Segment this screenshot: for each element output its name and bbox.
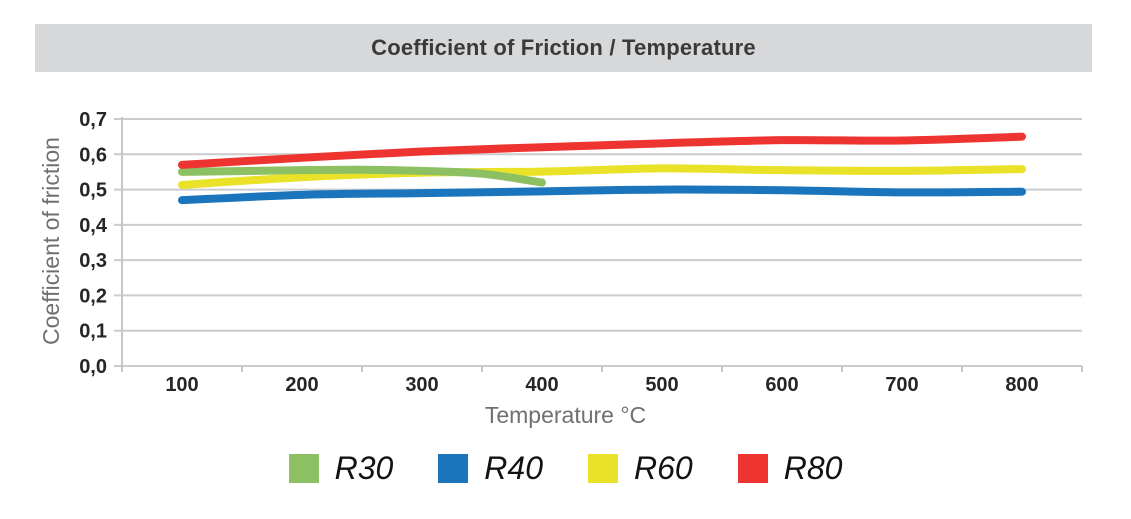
x-tick-label: 200 bbox=[285, 374, 318, 396]
series-line-R30 bbox=[178, 165, 546, 187]
chart-title-bar: Coefficient of Friction / Temperature bbox=[35, 24, 1092, 72]
y-tick-label: 0,1 bbox=[79, 321, 107, 343]
legend-swatch-R60 bbox=[588, 453, 618, 483]
y-tick-label: 0,2 bbox=[79, 285, 107, 307]
x-tick-label: 300 bbox=[405, 374, 438, 396]
legend-item-R60: R60 bbox=[588, 452, 693, 484]
y-tick-label: 0,4 bbox=[79, 215, 108, 237]
legend-label-R30: R30 bbox=[334, 450, 394, 486]
series-line-R80 bbox=[178, 132, 1026, 169]
x-tick-label: 400 bbox=[525, 374, 558, 396]
legend-label-R60: R60 bbox=[634, 450, 693, 486]
x-axis-title: Temperature °C bbox=[484, 402, 647, 428]
y-tick-label: 0,6 bbox=[79, 144, 107, 166]
y-tick-label: 0,5 bbox=[79, 180, 107, 202]
y-tick-label: 0,7 bbox=[79, 109, 107, 131]
x-tick-label: 100 bbox=[165, 374, 198, 396]
legend-label-R40: R40 bbox=[484, 450, 543, 486]
plot-area: 0,0 0,1 0,2 0,3 0,4 0,5 0,6 0,7 100 200 300 400 500 6… bbox=[79, 109, 1083, 396]
legend-swatch-R30 bbox=[288, 453, 319, 483]
x-tick-label: 500 bbox=[645, 374, 678, 396]
legend-swatch-R80 bbox=[737, 453, 768, 483]
y-tick-label: 0,3 bbox=[79, 250, 107, 272]
x-tick-label: 600 bbox=[765, 374, 798, 396]
legend-item-R80: R80 bbox=[737, 450, 843, 486]
series-line-R60 bbox=[178, 164, 1026, 189]
legend-item-R30: R30 bbox=[288, 450, 394, 486]
legend-item-R40: R40 bbox=[438, 452, 543, 484]
legend: R30 R40 R60 R80 bbox=[0, 452, 1131, 484]
legend-swatch-R40 bbox=[438, 453, 469, 483]
x-tick-label: 700 bbox=[885, 374, 918, 396]
y-tick-label: 0,0 bbox=[79, 356, 107, 378]
x-tick-label: 800 bbox=[1005, 374, 1038, 396]
legend-label-R80: R80 bbox=[783, 450, 843, 486]
chart-title: Coefficient of Friction / Temperature bbox=[371, 35, 756, 60]
series-line-R40 bbox=[178, 185, 1026, 205]
